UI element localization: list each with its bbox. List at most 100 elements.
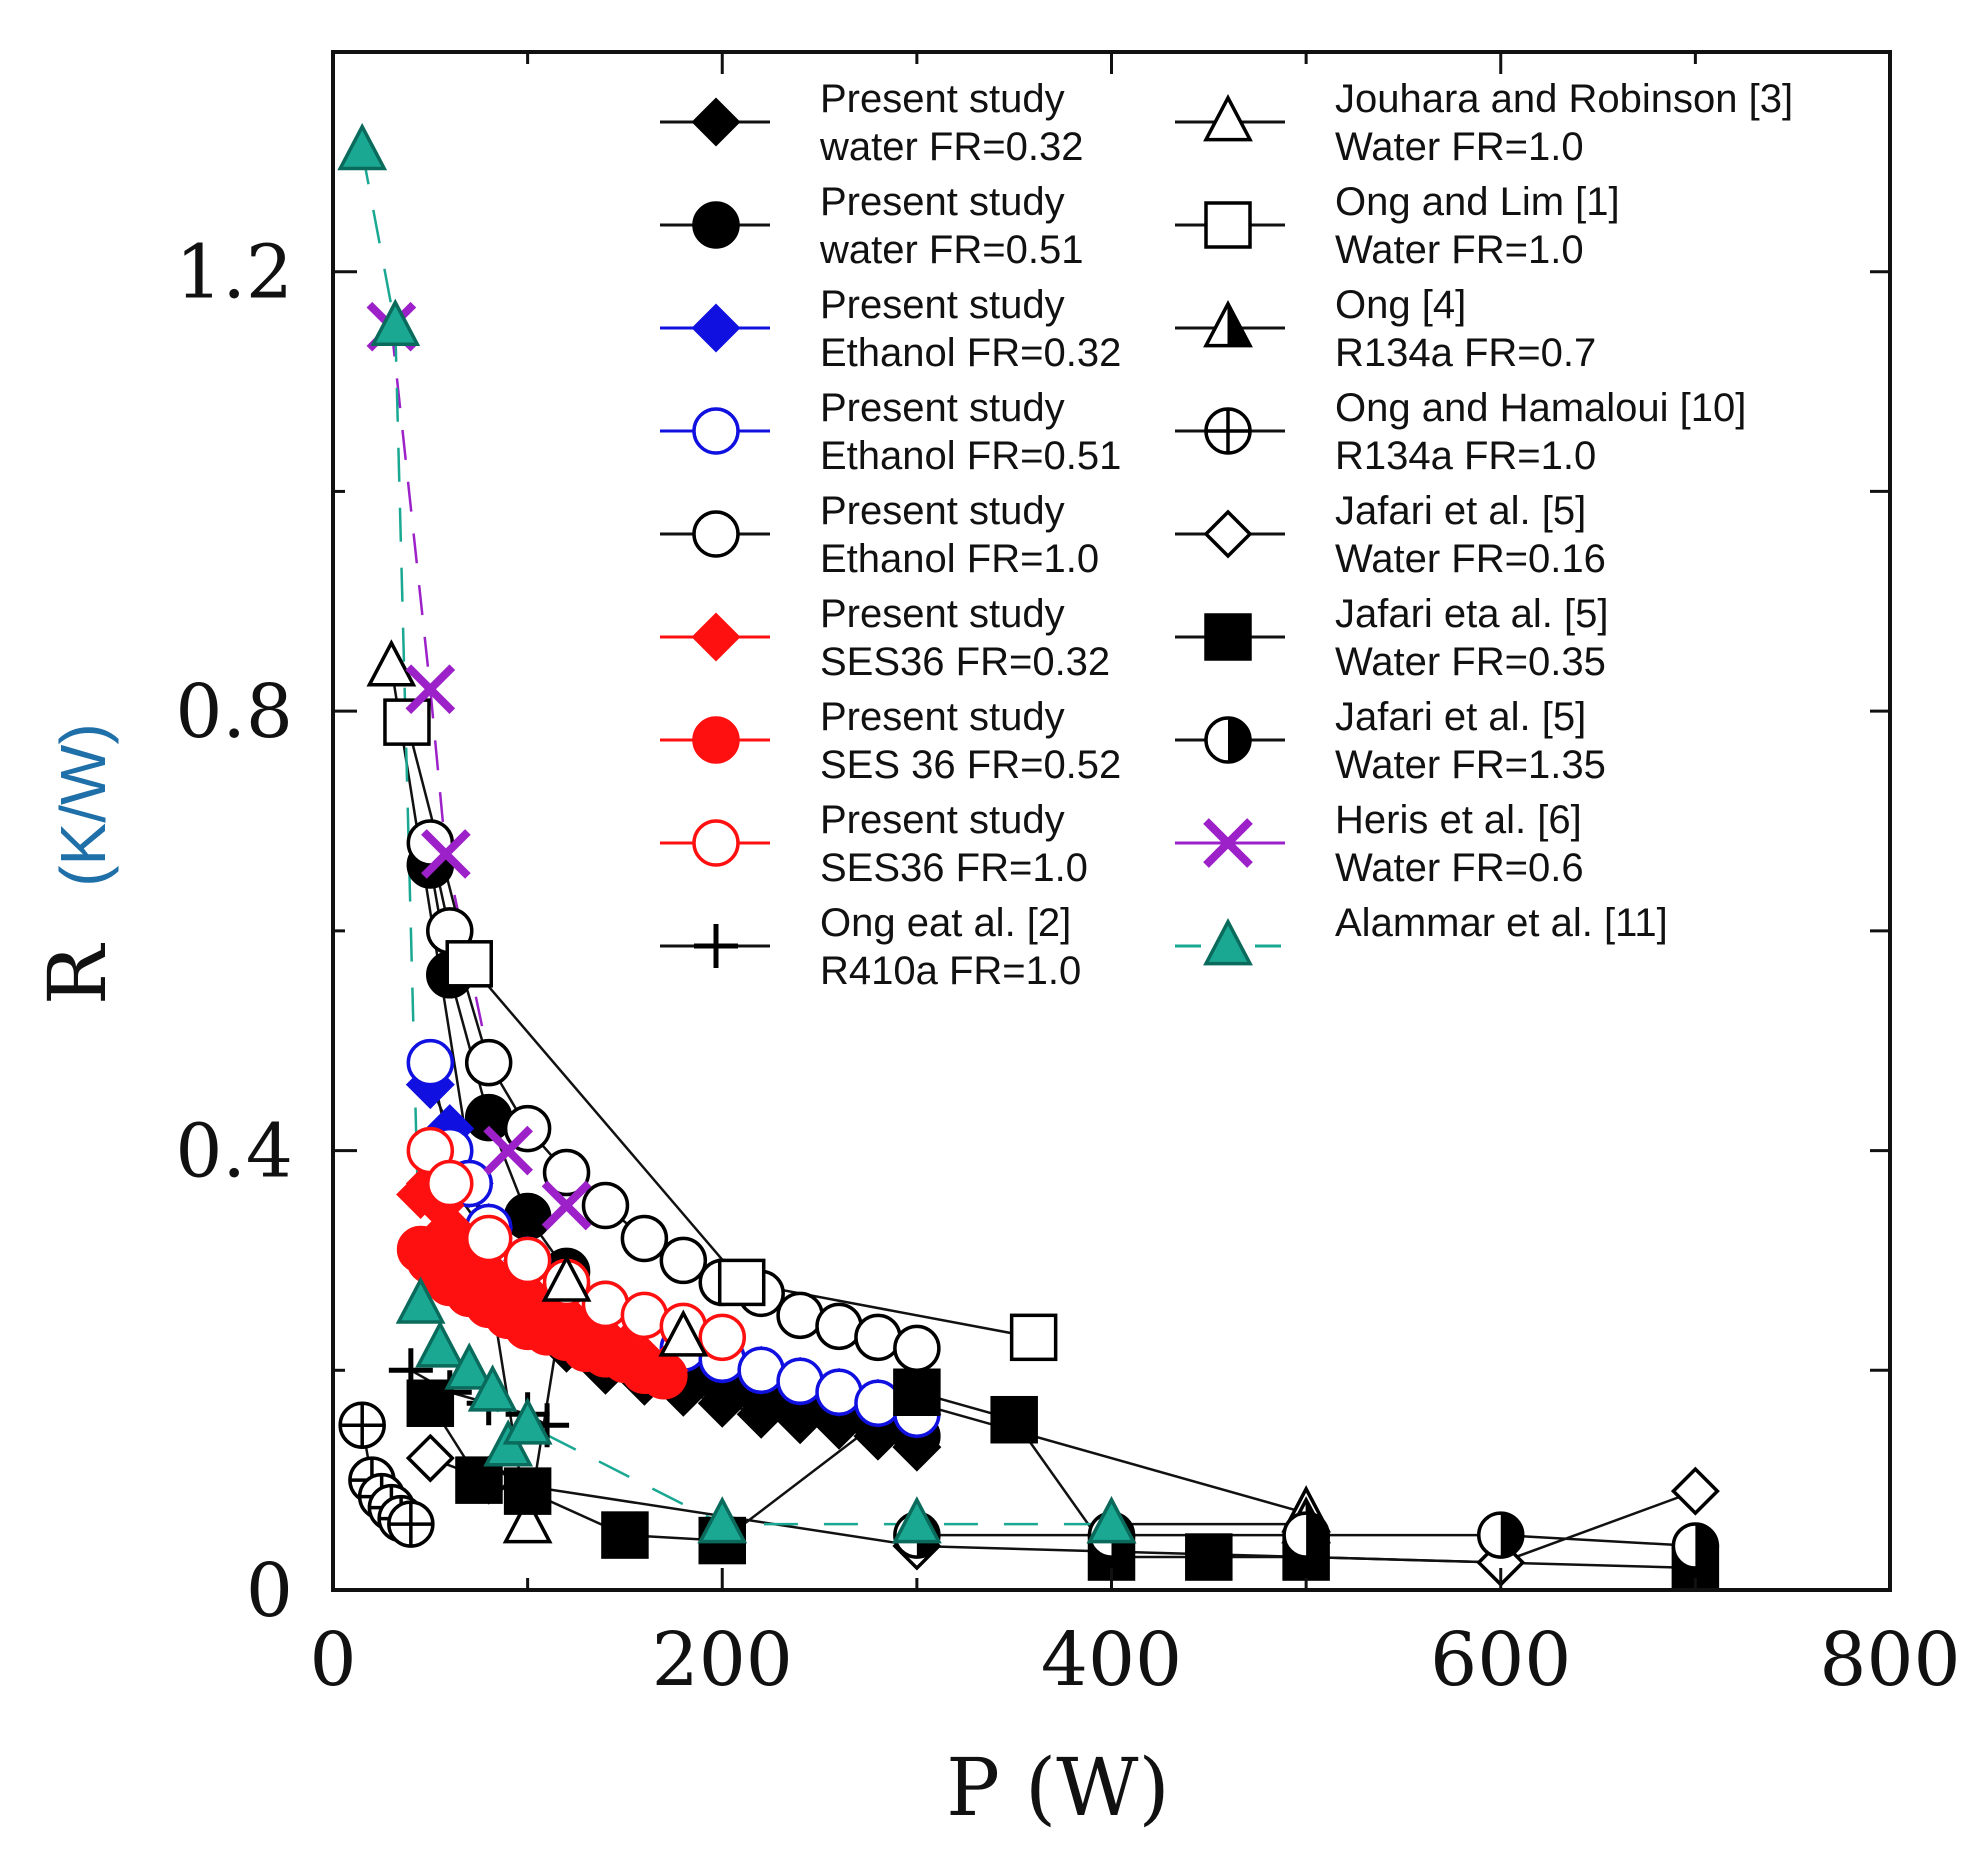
legend-label: Present study bbox=[820, 180, 1065, 224]
legend-label: R410a FR=1.0 bbox=[820, 949, 1081, 993]
data-point-s16-3 bbox=[483, 1125, 533, 1176]
data-point-s7-1 bbox=[426, 1159, 474, 1208]
x-tick-label-1: 200 bbox=[652, 1617, 793, 1703]
legend-label: Ong [4] bbox=[1335, 283, 1466, 327]
legend-marker-1 bbox=[692, 201, 740, 249]
legend-label: Water FR=1.35 bbox=[1335, 743, 1606, 787]
data-point-s17-3 bbox=[415, 1320, 465, 1368]
data-point-s9-1 bbox=[502, 1496, 553, 1544]
legend-marker-6 bbox=[692, 716, 740, 764]
legend-marker-8 bbox=[694, 924, 738, 968]
legend-marker-12 bbox=[1204, 407, 1252, 455]
legend-item-6: Present study SES 36 FR=0.52 bbox=[660, 695, 1121, 787]
data-point-s16-2 bbox=[421, 829, 471, 879]
legend-label: SES36 FR=0.32 bbox=[820, 640, 1110, 684]
data-point-s10-2 bbox=[717, 1258, 766, 1307]
legend-item-4: Present study Ethanol FR=1.0 bbox=[660, 489, 1099, 581]
legend-item-13: Jafari et al. [5] Water FR=0.16 bbox=[1175, 489, 1606, 581]
data-point-s14-8 bbox=[1185, 1533, 1233, 1581]
data-point-s17-0 bbox=[337, 122, 388, 171]
data-point-s7-6 bbox=[620, 1291, 669, 1340]
legend-label: Jouhara and Robinson [3] bbox=[1335, 77, 1793, 121]
data-point-s4-7 bbox=[659, 1236, 708, 1285]
data-point-s7-8 bbox=[698, 1313, 746, 1362]
legend-marker-2 bbox=[691, 303, 741, 353]
data-point-s16-4 bbox=[541, 1180, 592, 1231]
legend-label: SES 36 FR=0.52 bbox=[820, 743, 1121, 787]
data-point-s4-12 bbox=[854, 1313, 902, 1362]
data-point-s6-14 bbox=[640, 1352, 688, 1400]
data-point-s17-1 bbox=[370, 298, 421, 346]
x-tick-label-3: 600 bbox=[1430, 1617, 1571, 1703]
legend-label: Present study bbox=[820, 798, 1065, 842]
x-tick-label-2: 400 bbox=[1041, 1617, 1182, 1703]
legend-label: Ong and Lim [1] bbox=[1335, 180, 1620, 224]
data-point-s14-3 bbox=[601, 1511, 649, 1559]
y-tick-label-0: 0 bbox=[246, 1548, 293, 1634]
legend-label: Present study bbox=[820, 489, 1065, 533]
data-point-s13-0 bbox=[405, 1433, 455, 1483]
legend-label: Ethanol FR=1.0 bbox=[820, 537, 1099, 581]
legend-marker-0 bbox=[691, 97, 741, 147]
legend-item-12: Ong and Hamaloui [10] R134a FR=1.0 bbox=[1175, 386, 1746, 478]
x-tick-label-0: 0 bbox=[309, 1617, 356, 1703]
legend-marker-17 bbox=[1203, 918, 1253, 966]
legend-label: Ethanol FR=0.32 bbox=[820, 331, 1121, 375]
data-point-s10-1 bbox=[445, 940, 493, 988]
y-tick-label-3: 1.2 bbox=[175, 230, 293, 316]
data-point-s9-0 bbox=[366, 639, 417, 687]
legend-item-15: Jafari et al. [5]Water FR=1.35 bbox=[1175, 695, 1606, 787]
data-point-s17-8 bbox=[697, 1496, 748, 1544]
data-point-s3-0 bbox=[406, 1038, 455, 1087]
legend-label: Present study bbox=[820, 283, 1065, 327]
legend-label: Alammar et al. [11] bbox=[1335, 901, 1668, 945]
legend-label: water FR=0.51 bbox=[819, 228, 1083, 272]
y-axis-label: R bbox=[31, 942, 124, 1005]
data-point-s9-2 bbox=[541, 1254, 592, 1302]
legend-item-14: Jafari eta al. [5]Water FR=0.35 bbox=[1175, 592, 1608, 684]
data-point-s4-13 bbox=[893, 1324, 941, 1373]
axes-layer: 0 200 400 600 800 0 0.4 0.8 1.2 bbox=[175, 50, 1961, 1703]
legend-marker-11 bbox=[1203, 300, 1253, 348]
legend-label: Present study bbox=[820, 695, 1065, 739]
data-point-s7-2 bbox=[464, 1214, 513, 1263]
data-point-s10-0 bbox=[383, 698, 431, 746]
data-point-s4-2 bbox=[464, 1038, 513, 1087]
legend-label: Ong and Hamaloui [10] bbox=[1335, 386, 1746, 430]
data-point-s7-5 bbox=[581, 1280, 630, 1329]
legend-label: Heris et al. [6] bbox=[1335, 798, 1582, 842]
data-point-s4-6 bbox=[620, 1214, 669, 1263]
data-point-s17-5 bbox=[467, 1364, 518, 1412]
legend-label: Present study bbox=[820, 77, 1065, 121]
legend-item-10: Ong and Lim [1] Water FR=1.0 bbox=[1175, 180, 1620, 272]
data-point-s1-3 bbox=[503, 1192, 552, 1241]
legend-label: water FR=0.32 bbox=[819, 125, 1083, 169]
data-point-s12-0 bbox=[338, 1401, 386, 1449]
legend-item-9: Jouhara and Robinson [3] Water FR=1.0 bbox=[1175, 77, 1793, 169]
data-point-s4-5 bbox=[581, 1181, 630, 1230]
data-point-s9-3 bbox=[658, 1309, 709, 1357]
data-point-s16-1 bbox=[405, 664, 456, 714]
legend-marker-15 bbox=[1204, 716, 1252, 764]
data-point-s4-10 bbox=[776, 1291, 824, 1340]
legend-marker-16 bbox=[1203, 818, 1253, 868]
x-axis-label: P bbox=[946, 1741, 1000, 1834]
legend-item-17: Alammar et al. [11] bbox=[1175, 901, 1668, 966]
legend-label: Present study bbox=[820, 592, 1065, 636]
data-point-s14-6 bbox=[990, 1395, 1038, 1444]
data-point-s14-5 bbox=[893, 1368, 941, 1417]
data-point-s12-5 bbox=[387, 1500, 435, 1548]
data-point-s7-3 bbox=[503, 1236, 552, 1285]
legend-marker-5 bbox=[691, 612, 741, 662]
data-point-s13-4 bbox=[1670, 1466, 1720, 1516]
data-points-layer bbox=[337, 122, 1720, 1592]
data-point-s17-2 bbox=[395, 1276, 446, 1324]
legend-label: Water FR=1.0 bbox=[1335, 125, 1584, 169]
legend-label: Water FR=1.0 bbox=[1335, 228, 1584, 272]
